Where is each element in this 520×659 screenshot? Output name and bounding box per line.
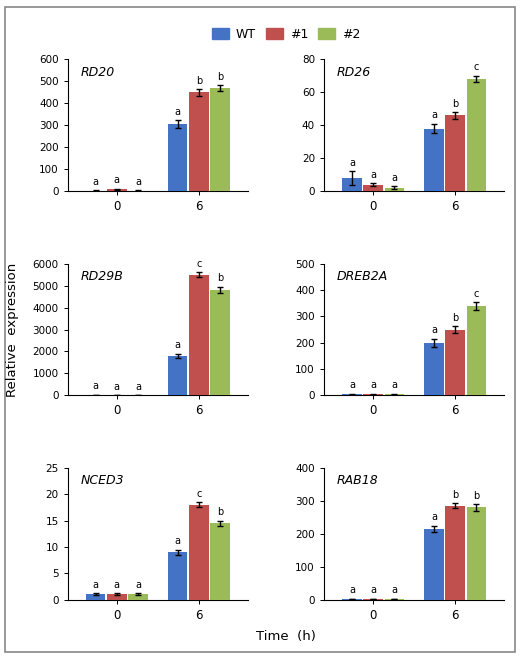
Bar: [446, 115, 465, 191]
Text: RD20: RD20: [80, 66, 114, 79]
Bar: [107, 594, 126, 600]
Bar: [424, 529, 444, 600]
Text: b: b: [452, 490, 458, 500]
Text: a: a: [349, 585, 355, 596]
Text: b: b: [217, 72, 223, 82]
Bar: [342, 599, 362, 600]
Text: a: a: [135, 382, 141, 391]
Text: b: b: [217, 507, 223, 517]
Bar: [86, 594, 106, 600]
Text: RAB18: RAB18: [336, 474, 378, 488]
Bar: [128, 594, 148, 600]
Text: c: c: [196, 259, 202, 269]
Text: RD29B: RD29B: [80, 270, 123, 283]
Text: Relative  expression: Relative expression: [6, 262, 20, 397]
Text: a: a: [114, 580, 120, 590]
Bar: [342, 394, 362, 395]
Text: a: a: [93, 580, 99, 590]
Bar: [168, 356, 188, 395]
Text: a: a: [431, 110, 437, 120]
Text: a: a: [370, 380, 376, 390]
Bar: [210, 290, 230, 395]
Bar: [168, 124, 188, 191]
Bar: [466, 306, 486, 395]
Bar: [210, 88, 230, 191]
Text: a: a: [370, 585, 376, 596]
Text: c: c: [474, 289, 479, 299]
Text: a: a: [370, 169, 376, 179]
Text: a: a: [175, 340, 181, 351]
Bar: [210, 523, 230, 600]
Text: a: a: [93, 177, 99, 187]
Bar: [189, 275, 209, 395]
Text: a: a: [93, 381, 99, 391]
Bar: [446, 330, 465, 395]
Bar: [189, 92, 209, 191]
Legend: WT, #1, #2: WT, #1, #2: [207, 22, 365, 45]
Text: a: a: [391, 585, 397, 596]
Text: a: a: [349, 380, 355, 390]
Text: c: c: [474, 63, 479, 72]
Bar: [363, 599, 383, 600]
Bar: [363, 185, 383, 191]
Text: a: a: [175, 536, 181, 546]
Bar: [424, 129, 444, 191]
Text: RD26: RD26: [336, 66, 371, 79]
Bar: [168, 552, 188, 600]
Text: a: a: [135, 580, 141, 590]
Text: NCED3: NCED3: [80, 474, 124, 488]
Text: b: b: [217, 273, 223, 283]
Bar: [466, 79, 486, 191]
Text: DREB2A: DREB2A: [336, 270, 388, 283]
Bar: [189, 505, 209, 600]
Bar: [466, 507, 486, 600]
Bar: [342, 178, 362, 191]
Text: a: a: [175, 107, 181, 117]
Text: a: a: [431, 326, 437, 335]
Text: a: a: [114, 175, 120, 185]
Text: b: b: [452, 99, 458, 109]
Bar: [384, 188, 404, 191]
Text: a: a: [391, 173, 397, 183]
Text: a: a: [349, 158, 355, 168]
Bar: [363, 394, 383, 395]
Text: b: b: [473, 491, 479, 501]
Text: a: a: [135, 177, 141, 187]
Text: Time  (h): Time (h): [256, 629, 316, 643]
Bar: [446, 506, 465, 600]
Bar: [384, 599, 404, 600]
Text: b: b: [452, 313, 458, 323]
Text: a: a: [431, 512, 437, 523]
Text: b: b: [196, 76, 202, 86]
Text: a: a: [114, 382, 120, 391]
Text: a: a: [391, 380, 397, 390]
Bar: [107, 189, 126, 191]
Bar: [424, 343, 444, 395]
Bar: [384, 394, 404, 395]
Text: c: c: [196, 489, 202, 499]
